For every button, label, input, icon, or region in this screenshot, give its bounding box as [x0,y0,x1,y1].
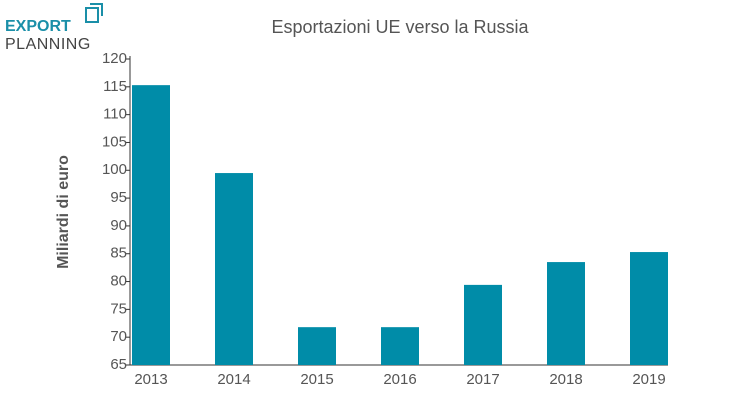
y-tick-label: 100 [102,161,127,178]
y-tick-label: 90 [110,217,127,234]
y-axis-label: Miliardi di euro [55,155,72,269]
y-tick-label: 95 [110,189,127,206]
logo-corner [90,3,103,16]
bar [215,173,253,365]
x-tick-label: 2013 [134,371,167,388]
bar [547,262,585,365]
x-tick-label: 2015 [300,371,333,388]
logo-square [85,7,99,23]
y-tick-label: 115 [103,78,127,95]
x-tick-label: 2014 [217,371,250,388]
bar [464,284,502,365]
logo-text: PLANNING [5,36,91,53]
y-tick-label: 70 [110,328,127,345]
bar [132,85,170,365]
chart-title: Esportazioni UE verso la Russia [271,17,529,37]
y-tick-label: 110 [103,106,127,123]
y-tick-label: 85 [110,245,127,262]
x-tick-label: 2016 [383,371,416,388]
y-tick-label: 80 [110,273,127,290]
bar [298,327,336,365]
y-tick-label: 120 [102,50,127,67]
y-tick-label: 105 [102,133,127,150]
logo: EXPORT PLANNING [5,3,103,53]
x-tick-label: 2018 [549,371,582,388]
x-tick-label: 2019 [632,371,665,388]
y-tick-label: 65 [110,356,127,373]
x-tick-label: 2017 [466,371,499,388]
logo-text: EXPORT [5,18,71,35]
bar [630,252,668,365]
y-tick-label: 75 [110,300,127,317]
bar [381,327,419,365]
